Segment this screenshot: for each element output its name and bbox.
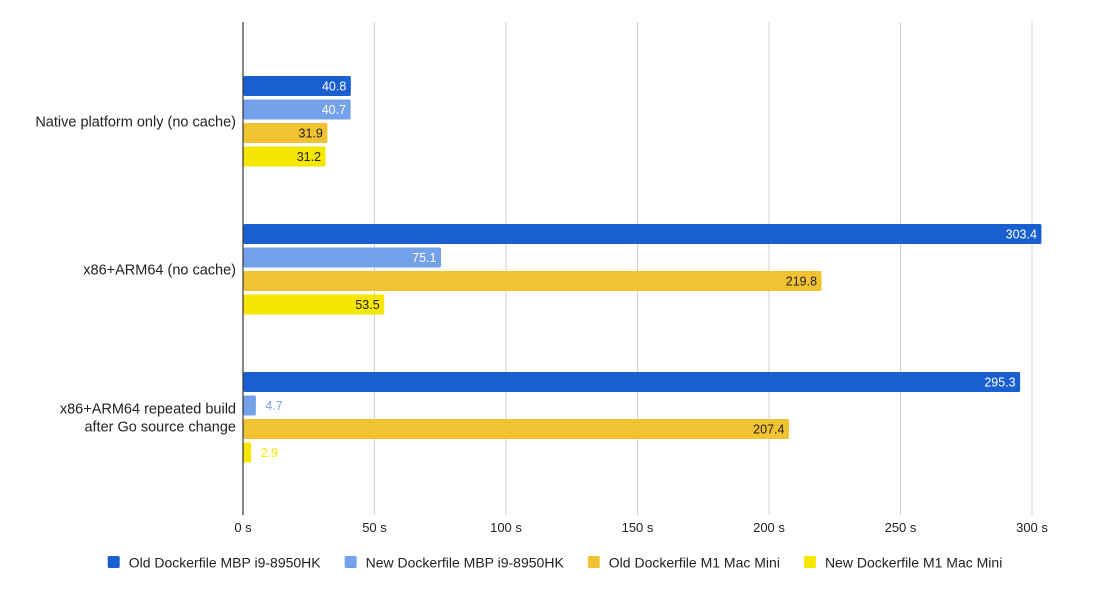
bar-s1-c0 [243,99,351,120]
bar-s2-c1 [243,271,822,291]
x-tick-label-150: 150 s [622,520,654,535]
bar-value-label-s3-c2: 2.9 [261,446,278,460]
legend-swatch-3 [803,556,816,568]
bar-s3-c2 [243,442,252,463]
category-label-line: x86+ARM64 (no cache) [83,262,236,278]
bar-s3-c0 [243,146,326,167]
category-label-line: Native platform only (no cache) [35,114,236,130]
bar-s0-c1 [243,224,1042,244]
bar-value-label-s1-c2: 4.7 [265,399,282,413]
category-label-2: x86+ARM64 repeated build after Go source … [60,401,236,435]
category-label-0: Native platform only (no cache) [35,114,236,130]
x-tick-label-200: 200 s [753,520,785,535]
bar-s2-c2 [243,419,789,439]
legend-label-0: Old Dockerfile MBP i9-8950HK [129,555,322,571]
legend-label-3: New Dockerfile M1 Mac Mini [825,555,1002,571]
legend-label-2: Old Dockerfile M1 Mac Mini [609,555,780,571]
x-tick-label-250: 250 s [885,520,917,535]
x-tick-label-300: 300 s [1016,520,1048,535]
bar-value-label-s2-c0: 31.9 [299,127,323,141]
category-label-line: x86+ARM64 repeated build [60,401,236,417]
bar-s2-c0 [243,123,328,143]
bar-s3-c1 [243,294,385,315]
bar-s0-c2 [243,372,1021,392]
legend-swatch-2 [587,556,600,568]
bar-s1-c1 [243,247,442,268]
legend: Old Dockerfile MBP i9-8950HK New Dockerfi… [107,555,1002,571]
legend-label-1: New Dockerfile MBP i9-8950HK [366,555,565,571]
legend-swatch-0 [107,556,120,568]
bar-value-label-s2-c1: 219.8 [786,275,817,289]
legend-swatch-1 [344,556,357,568]
bars [243,76,1042,463]
bar-value-label-s0-c1: 303.4 [1006,228,1037,242]
category-label-1: x86+ARM64 (no cache) [83,262,236,278]
grid-lines [374,22,1033,515]
category-label-line: after Go source change [84,419,236,435]
labels: 0 s 50 s 100 s 150 s 200 s 250 s 300 s 40.8 40.7… [35,80,1048,536]
x-tick-label-0: 0 s [234,520,252,535]
bar-value-label-s0-c2: 295.3 [984,376,1015,390]
bar-s0-c0 [243,76,351,96]
x-tick-label-100: 100 s [490,520,522,535]
bar-value-label-s1-c0: 40.7 [322,103,346,117]
bar-value-label-s2-c2: 207.4 [753,423,784,437]
x-tick-label-50: 50 s [362,520,387,535]
bar-value-label-s3-c1: 53.5 [355,298,379,312]
bar-s1-c2 [243,395,256,416]
bar-value-label-s3-c0: 31.2 [297,150,321,164]
bar-value-label-s0-c0: 40.8 [322,80,346,94]
bar-value-label-s1-c1: 75.1 [412,251,436,265]
